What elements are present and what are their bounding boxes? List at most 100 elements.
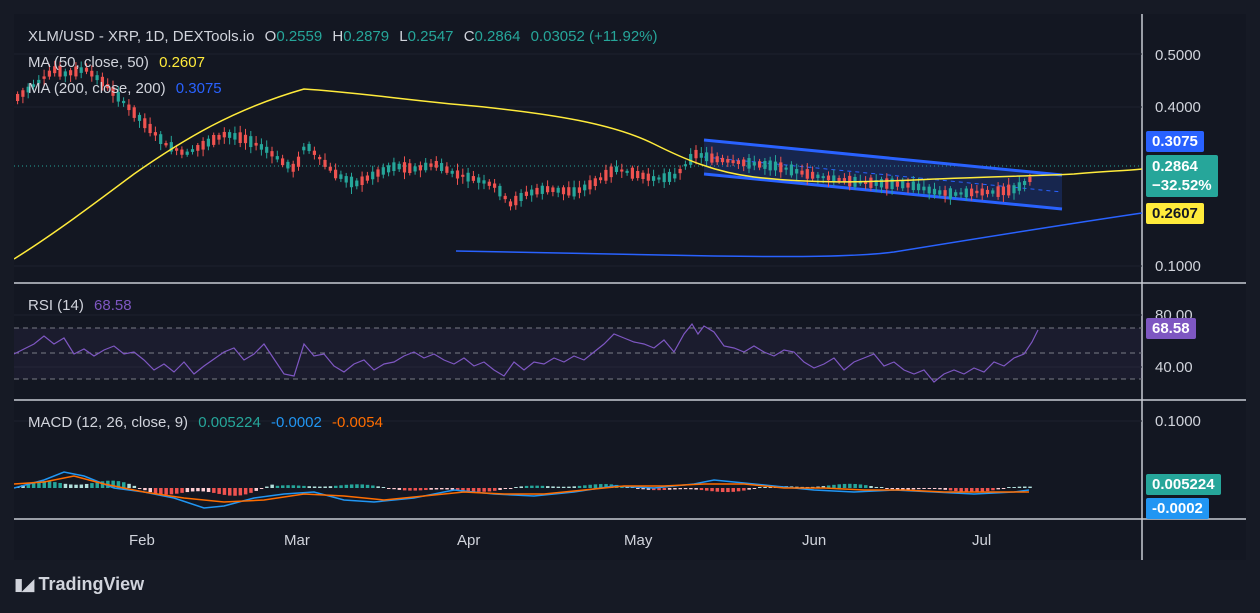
candle[interactable] (747, 158, 751, 169)
candle[interactable] (567, 187, 571, 196)
candle[interactable] (948, 188, 952, 199)
chart-canvas[interactable]: 0.5000 0.4000 0.1000 80.00 40.00 0.1000 … (14, 14, 1246, 560)
candle[interactable] (917, 183, 921, 191)
candle[interactable] (927, 186, 931, 194)
candle[interactable] (1001, 186, 1005, 196)
candle[interactable] (879, 179, 884, 188)
candle[interactable] (471, 176, 475, 181)
candle[interactable] (524, 191, 528, 196)
candle[interactable] (625, 170, 629, 173)
candle[interactable] (37, 79, 41, 84)
candle[interactable] (752, 162, 756, 166)
ma50-legend[interactable]: MA (50, close, 50) 0.2607 (28, 54, 211, 71)
candle[interactable] (662, 173, 666, 183)
time-axis[interactable]: Feb Mar Apr May Jun Jul (129, 532, 991, 549)
tradingview-logo[interactable]: ▮◢ TradingView (14, 574, 144, 595)
candle[interactable] (869, 177, 873, 188)
candle[interactable] (561, 187, 566, 195)
candle[interactable] (710, 153, 714, 163)
price-axis[interactable]: 0.5000 0.4000 0.1000 80.00 40.00 0.1000 (1155, 47, 1201, 430)
candle[interactable] (736, 160, 740, 165)
rsi-line[interactable] (14, 322, 1039, 383)
candle[interactable] (996, 186, 1000, 197)
candle[interactable] (440, 163, 444, 171)
candle[interactable] (943, 190, 947, 196)
candle[interactable] (477, 177, 481, 183)
candle[interactable] (334, 169, 338, 179)
candle[interactable] (90, 70, 94, 77)
candle[interactable] (620, 169, 624, 172)
candle[interactable] (991, 190, 995, 194)
candle[interactable] (508, 201, 513, 207)
candle[interactable] (106, 84, 110, 89)
candle[interactable] (832, 175, 836, 183)
candle[interactable] (217, 134, 221, 140)
candle[interactable] (164, 143, 168, 146)
candle[interactable] (694, 149, 698, 159)
candle[interactable] (546, 186, 550, 193)
candle[interactable] (63, 71, 67, 77)
candle[interactable] (493, 183, 497, 188)
candle[interactable] (58, 65, 62, 77)
candle[interactable] (339, 174, 343, 179)
candle[interactable] (349, 176, 354, 188)
candle[interactable] (127, 104, 131, 111)
candle[interactable] (1028, 176, 1032, 183)
candle[interactable] (705, 152, 709, 162)
candle[interactable] (153, 132, 157, 136)
candle[interactable] (636, 170, 640, 179)
candle[interactable] (699, 153, 703, 158)
macd-legend[interactable]: MACD (12, 26, close, 9) 0.005224 -0.0002… (28, 414, 389, 431)
candle[interactable] (466, 172, 470, 182)
candle[interactable] (159, 134, 163, 145)
candle[interactable] (190, 149, 195, 152)
candle[interactable] (413, 166, 417, 172)
candle[interactable] (296, 156, 301, 167)
candle[interactable] (365, 175, 369, 181)
candle[interactable] (318, 156, 322, 160)
candle[interactable] (609, 166, 613, 178)
channel-upper-line[interactable] (703, 138, 1063, 177)
candle[interactable] (148, 123, 152, 134)
candle[interactable] (599, 177, 603, 181)
candle[interactable] (31, 84, 36, 87)
candle[interactable] (47, 70, 51, 77)
candle[interactable] (137, 114, 142, 121)
candle[interactable] (811, 171, 815, 179)
candle[interactable] (222, 131, 226, 138)
candle[interactable] (84, 67, 89, 72)
channel-lower-line[interactable] (703, 172, 1063, 211)
candle[interactable] (911, 181, 915, 191)
candle[interactable] (201, 140, 205, 150)
candle[interactable] (228, 132, 232, 138)
candle[interactable] (614, 166, 619, 173)
candle[interactable] (683, 164, 687, 167)
candle[interactable] (657, 177, 661, 180)
candle[interactable] (132, 107, 136, 118)
candle[interactable] (445, 166, 449, 173)
candle[interactable] (434, 161, 438, 168)
candle[interactable] (964, 188, 968, 198)
candle[interactable] (959, 192, 963, 195)
candle[interactable] (514, 195, 518, 206)
candle[interactable] (69, 70, 73, 76)
candle[interactable] (371, 171, 375, 180)
candle[interactable] (535, 187, 539, 195)
candle[interactable] (954, 192, 958, 196)
candle[interactable] (111, 86, 115, 96)
candle[interactable] (429, 163, 433, 167)
candle[interactable] (641, 172, 645, 179)
candle[interactable] (175, 148, 179, 151)
candle[interactable] (397, 163, 401, 170)
candle[interactable] (773, 161, 778, 171)
candle[interactable] (821, 176, 825, 179)
candle[interactable] (906, 182, 910, 188)
candle[interactable] (185, 151, 189, 155)
candle[interactable] (572, 187, 576, 197)
candle[interactable] (970, 188, 974, 197)
candle[interactable] (42, 76, 46, 79)
candle[interactable] (312, 150, 316, 155)
candle[interactable] (540, 185, 544, 194)
candle[interactable] (212, 134, 216, 145)
candle[interactable] (487, 181, 491, 186)
